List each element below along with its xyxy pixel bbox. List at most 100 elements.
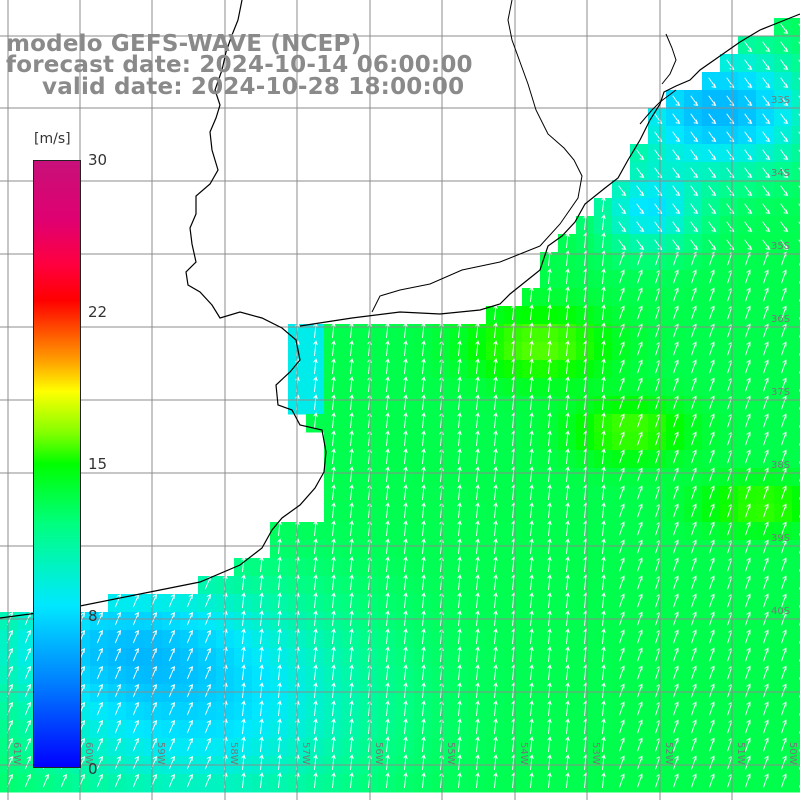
wind-arrow xyxy=(349,556,354,572)
wind-arrow xyxy=(637,737,643,752)
wind-arrow xyxy=(637,539,643,554)
wind-arrow xyxy=(781,683,787,698)
wind-arrow xyxy=(349,412,354,428)
wind-arrow xyxy=(619,539,625,554)
wind-arrow xyxy=(619,449,625,464)
wind-arrow xyxy=(241,700,246,716)
wind-arrow xyxy=(24,720,31,734)
wind-arrow xyxy=(204,594,211,608)
wind-arrow xyxy=(529,772,534,788)
wind-arrow xyxy=(601,358,606,374)
wind-arrow xyxy=(637,683,643,698)
wind-arrow xyxy=(403,538,408,554)
wind-arrow xyxy=(96,666,103,680)
wind-arrow xyxy=(709,341,715,356)
colorbar-gradient xyxy=(33,160,81,768)
wind-arrow xyxy=(636,221,645,233)
wind-arrow xyxy=(672,221,681,233)
wind-arrow xyxy=(780,77,789,89)
wind-arrow xyxy=(349,448,354,464)
wind-arrow xyxy=(493,340,498,356)
wind-arrow xyxy=(529,430,534,446)
wind-arrow xyxy=(744,221,753,233)
wind-arrow xyxy=(493,772,498,788)
wind-arrow xyxy=(673,683,679,698)
wind-arrow xyxy=(601,592,606,608)
wind-arrow xyxy=(637,521,643,536)
wind-arrow xyxy=(349,538,354,554)
wind-arrow xyxy=(565,448,570,464)
wind-arrow xyxy=(745,413,751,428)
wind-arrow xyxy=(691,737,697,752)
wind-arrow xyxy=(744,185,753,197)
wind-arrow xyxy=(708,221,717,233)
wind-arrow xyxy=(745,557,751,572)
wind-arrow xyxy=(331,484,336,500)
wind-arrow xyxy=(601,538,606,554)
wind-arrow xyxy=(313,772,318,788)
wind-arrow xyxy=(403,466,408,482)
wind-arrow xyxy=(457,682,462,698)
wind-arrow xyxy=(691,413,697,428)
wind-arrow xyxy=(763,467,769,482)
wind-arrow xyxy=(421,736,426,752)
wind-arrow xyxy=(601,628,606,644)
wind-arrow xyxy=(385,574,390,590)
wind-arrow xyxy=(349,664,354,680)
wind-arrow xyxy=(780,221,789,233)
wind-arrow xyxy=(691,377,697,392)
wind-arrow xyxy=(403,358,408,374)
wind-arrow xyxy=(673,503,679,518)
wind-arrow xyxy=(259,592,264,608)
wind-arrow xyxy=(313,556,318,572)
wind-arrow xyxy=(349,484,354,500)
wind-arrow xyxy=(403,448,408,464)
wind-arrow xyxy=(601,448,606,464)
wind-arrow xyxy=(547,322,552,338)
wind-arrow xyxy=(457,376,462,392)
wind-arrow xyxy=(547,664,552,680)
wind-speed-cell xyxy=(792,90,800,109)
wind-arrow xyxy=(763,557,769,572)
latitude-label: 37S xyxy=(771,387,790,398)
wind-arrow xyxy=(259,772,264,788)
wind-arrow xyxy=(493,628,498,644)
wind-arrow xyxy=(168,756,175,770)
wind-arrow xyxy=(204,666,211,680)
wind-arrow xyxy=(457,646,462,662)
wind-arrow xyxy=(493,484,498,500)
wind-arrow xyxy=(781,467,787,482)
wind-arrow xyxy=(601,520,606,536)
wind-arrow xyxy=(96,774,103,788)
wind-arrow xyxy=(672,149,681,161)
wind-arrow xyxy=(421,628,426,644)
wind-arrow xyxy=(475,754,480,770)
wind-arrow xyxy=(475,772,480,788)
wind-arrow xyxy=(691,449,697,464)
wind-arrow xyxy=(673,737,679,752)
wind-arrow xyxy=(619,629,625,644)
wind-arrow xyxy=(619,341,625,356)
wind-arrow xyxy=(565,538,570,554)
wind-arrow xyxy=(529,340,534,356)
colorbar-unit: [m/s] xyxy=(34,131,71,147)
wind-arrow xyxy=(565,412,570,428)
wind-arrow xyxy=(709,593,715,608)
wind-arrow xyxy=(421,412,426,428)
wind-arrow xyxy=(745,755,751,770)
wind-arrow xyxy=(673,287,679,302)
wind-arrow xyxy=(421,682,426,698)
wind-arrow xyxy=(637,647,643,662)
wind-arrow xyxy=(565,322,570,338)
wind-arrow xyxy=(313,736,318,752)
wind-arrow xyxy=(60,774,67,788)
wind-arrow xyxy=(403,772,408,788)
wind-arrow xyxy=(619,701,625,716)
wind-arrow xyxy=(565,646,570,662)
wind-speed-cell xyxy=(792,522,800,541)
wind-arrow xyxy=(277,538,282,554)
wind-arrow xyxy=(313,376,318,392)
wind-arrow xyxy=(673,755,679,770)
wind-arrow xyxy=(709,395,715,410)
wind-arrow xyxy=(186,720,193,734)
